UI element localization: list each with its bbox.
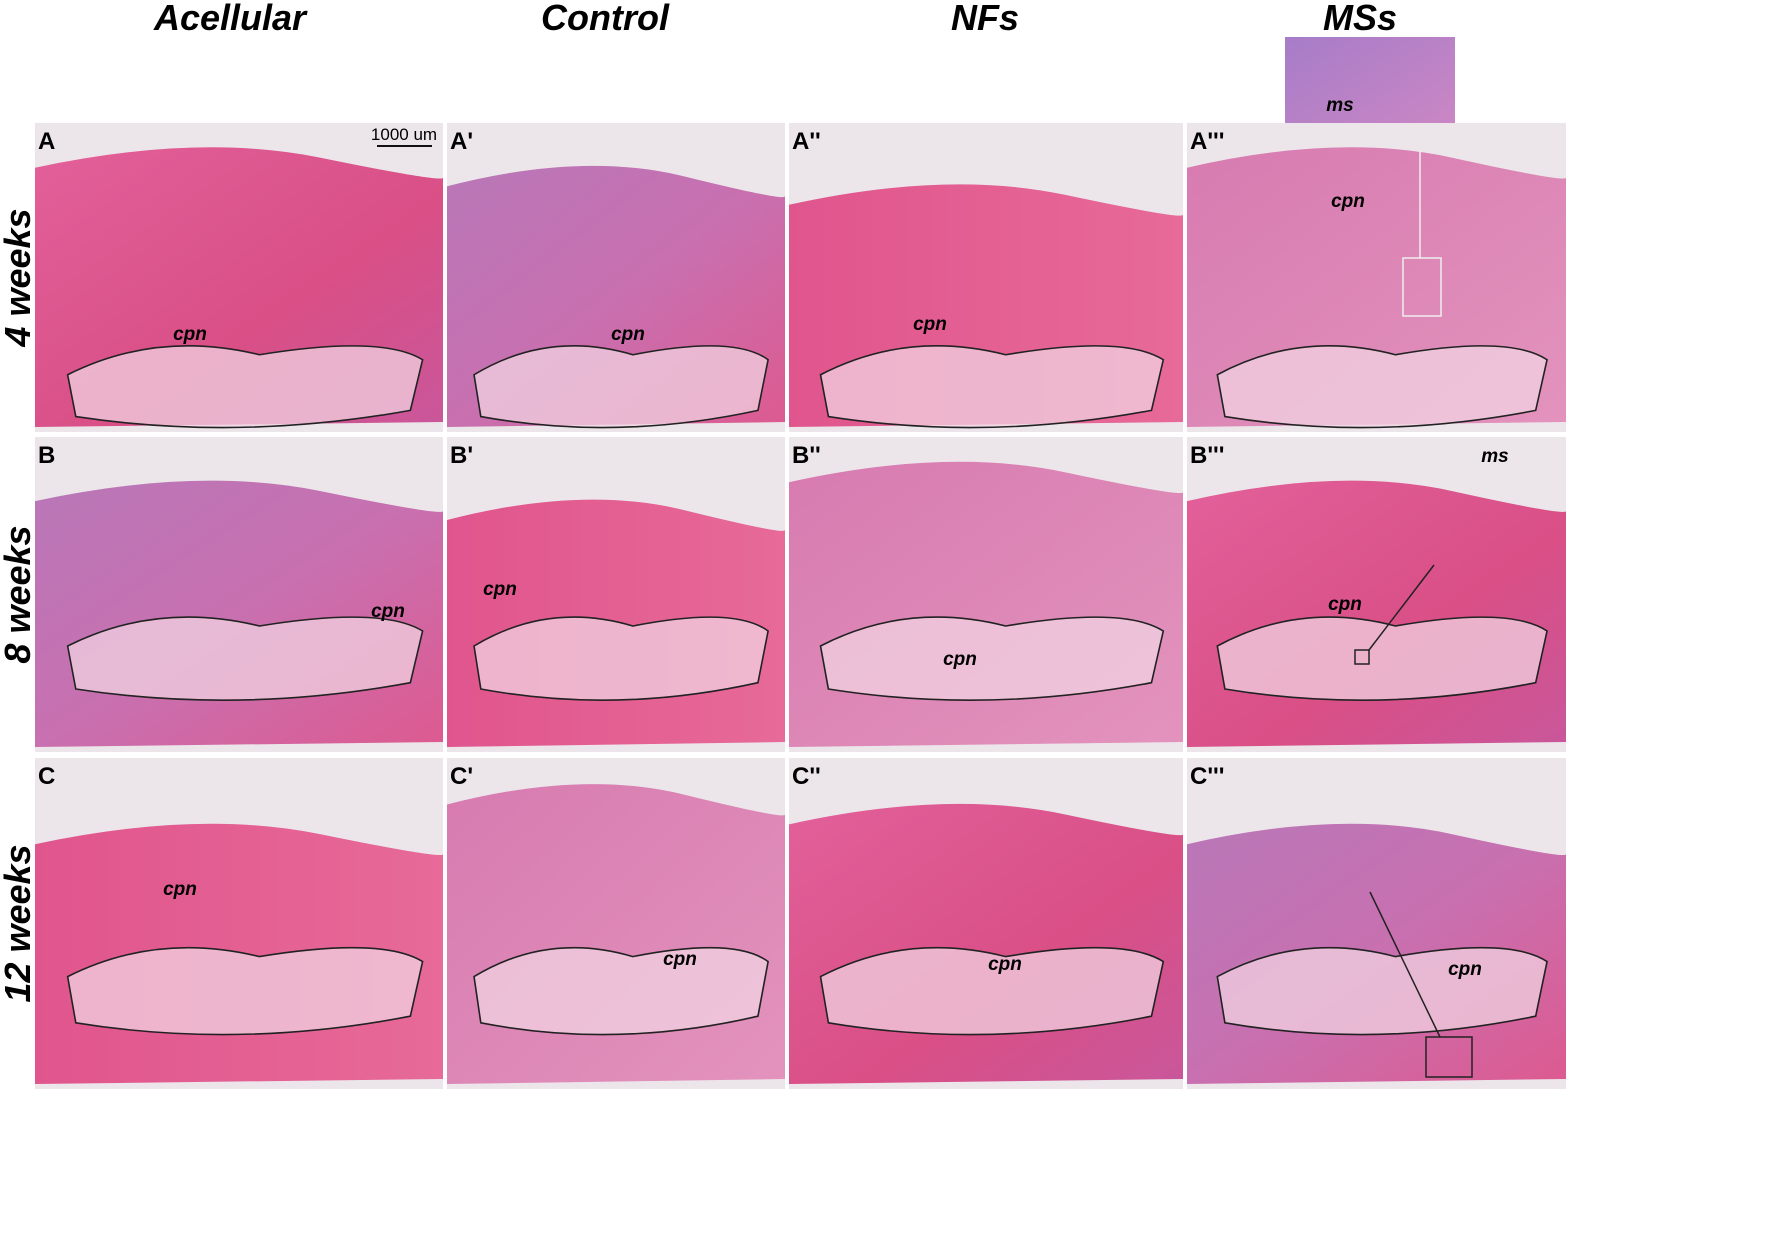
annotation-label: cpn xyxy=(1331,191,1365,212)
outlined-region xyxy=(1216,946,1548,1036)
annotation-label: cpn xyxy=(371,601,405,622)
panel-letter: A xyxy=(38,128,55,155)
annotation-label: cpn xyxy=(1448,959,1482,980)
outlined-region xyxy=(1216,616,1548,701)
panel-letter: B' xyxy=(450,442,473,469)
panel xyxy=(789,758,1183,1089)
column-header: MSs xyxy=(1323,0,1397,38)
panel-letter: B xyxy=(38,442,55,469)
panel-letter: A' xyxy=(450,128,473,155)
annotation-label: cpn xyxy=(173,324,207,345)
outlined-region xyxy=(819,946,1165,1036)
outlined-region xyxy=(819,345,1165,429)
tissue xyxy=(447,784,785,1084)
annotation-label: ms xyxy=(1481,446,1508,467)
panel-letter: C xyxy=(38,763,55,790)
inset-connector xyxy=(1368,564,1435,651)
panel xyxy=(789,437,1183,752)
outlined-region xyxy=(66,616,424,701)
panel xyxy=(1187,123,1566,432)
panel xyxy=(35,437,443,752)
panel xyxy=(447,123,785,432)
panel xyxy=(789,123,1183,432)
inset-box xyxy=(1402,257,1442,317)
panel xyxy=(447,758,785,1089)
tissue xyxy=(789,461,1183,747)
annotation-label: cpn xyxy=(1328,594,1362,615)
annotation-label: ms xyxy=(1326,95,1353,116)
outlined-region xyxy=(819,616,1165,701)
panel-letter: A'' xyxy=(792,128,821,155)
panel-letter: C'' xyxy=(792,763,821,790)
annotation-label: cpn xyxy=(663,949,697,970)
panel-letter: A''' xyxy=(1190,128,1224,155)
tissue xyxy=(1187,480,1566,747)
outlined-region xyxy=(66,946,424,1036)
inset-box xyxy=(1425,1036,1473,1078)
annotation-label: cpn xyxy=(943,649,977,670)
panel-letter: C' xyxy=(450,763,473,790)
inset-box xyxy=(1354,649,1370,665)
panel xyxy=(1187,437,1566,752)
tissue xyxy=(789,803,1183,1084)
panel-letter: B''' xyxy=(1190,442,1224,469)
row-label: 8 weeks xyxy=(0,525,38,663)
annotation-label: cpn xyxy=(988,954,1022,975)
row-label: 12 weeks xyxy=(0,844,38,1002)
annotation-label: cpn xyxy=(913,314,947,335)
panel xyxy=(35,758,443,1089)
outlined-region xyxy=(473,946,769,1036)
scale-bar-label: 1000 um xyxy=(371,125,437,144)
inset-connector xyxy=(1369,891,1441,1038)
outlined-region xyxy=(66,345,424,429)
outlined-region xyxy=(473,616,769,701)
annotation-label: cpn xyxy=(611,324,645,345)
outlined-region xyxy=(1216,345,1548,429)
annotation-label: cpn xyxy=(163,879,197,900)
annotation-label: cpn xyxy=(483,579,517,600)
panel-letter: B'' xyxy=(792,442,821,469)
panel xyxy=(447,437,785,752)
column-header: Acellular xyxy=(153,0,308,38)
outlined-region xyxy=(473,345,769,429)
column-header: Control xyxy=(541,0,670,38)
column-header: NFs xyxy=(951,0,1019,38)
row-label: 4 weeks xyxy=(0,208,38,347)
panel-letter: C''' xyxy=(1190,763,1224,790)
panel xyxy=(35,123,443,432)
panel xyxy=(1187,758,1566,1089)
